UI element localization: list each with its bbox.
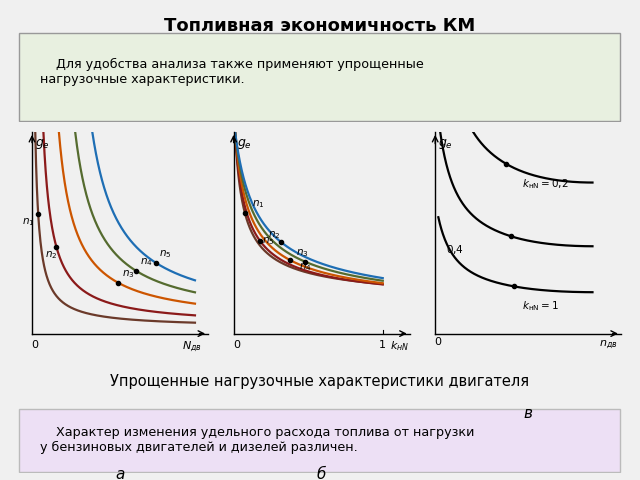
Text: $n_2$: $n_2$	[268, 229, 280, 241]
Text: $n_4$: $n_4$	[300, 261, 312, 273]
Text: $n_4$: $n_4$	[140, 256, 152, 268]
Text: $n_3$: $n_3$	[122, 268, 134, 280]
Text: Топливная экономичность КМ: Топливная экономичность КМ	[164, 17, 476, 35]
Text: $n_{дв}$: $n_{дв}$	[599, 338, 618, 351]
Text: Характер изменения удельного расхода топлива от нагрузки
у бензиновых двигателей: Характер изменения удельного расхода топ…	[40, 426, 475, 455]
Text: $k_{\text{нN}}= 1$: $k_{\text{нN}}= 1$	[522, 300, 559, 313]
Text: $k_{нN}$: $k_{нN}$	[390, 339, 409, 352]
Text: 0: 0	[435, 337, 442, 347]
Text: $n_2$: $n_2$	[45, 249, 58, 261]
Text: $n_3$: $n_3$	[296, 248, 309, 259]
Text: $g_e$: $g_e$	[35, 137, 50, 151]
Text: $n_5$: $n_5$	[159, 248, 172, 260]
Text: Упрощенные нагрузочные характеристики двигателя: Упрощенные нагрузочные характеристики дв…	[111, 374, 529, 389]
Text: $n_5$: $n_5$	[262, 235, 275, 247]
Text: 0: 0	[31, 340, 38, 350]
Text: $g_e$: $g_e$	[438, 137, 453, 151]
Text: 0: 0	[233, 340, 240, 350]
Text: $n_1$: $n_1$	[22, 216, 35, 228]
Text: а: а	[115, 467, 125, 480]
Text: $k_{\text{нN}}= 0{,}2$: $k_{\text{нN}}= 0{,}2$	[522, 177, 568, 191]
Text: б: б	[317, 467, 326, 480]
FancyBboxPatch shape	[19, 409, 620, 471]
FancyBboxPatch shape	[19, 33, 620, 120]
Text: 1: 1	[380, 340, 387, 350]
Text: $0{,}4$: $0{,}4$	[446, 243, 464, 256]
Text: Для удобства анализа также применяют упрощенные
нагрузочные характеристики.: Для удобства анализа также применяют упр…	[40, 58, 424, 86]
Text: $N_{дв}$: $N_{дв}$	[182, 339, 202, 354]
Text: в: в	[524, 406, 532, 421]
Text: $n_1$: $n_1$	[252, 199, 265, 210]
Text: $g_e$: $g_e$	[237, 137, 252, 151]
